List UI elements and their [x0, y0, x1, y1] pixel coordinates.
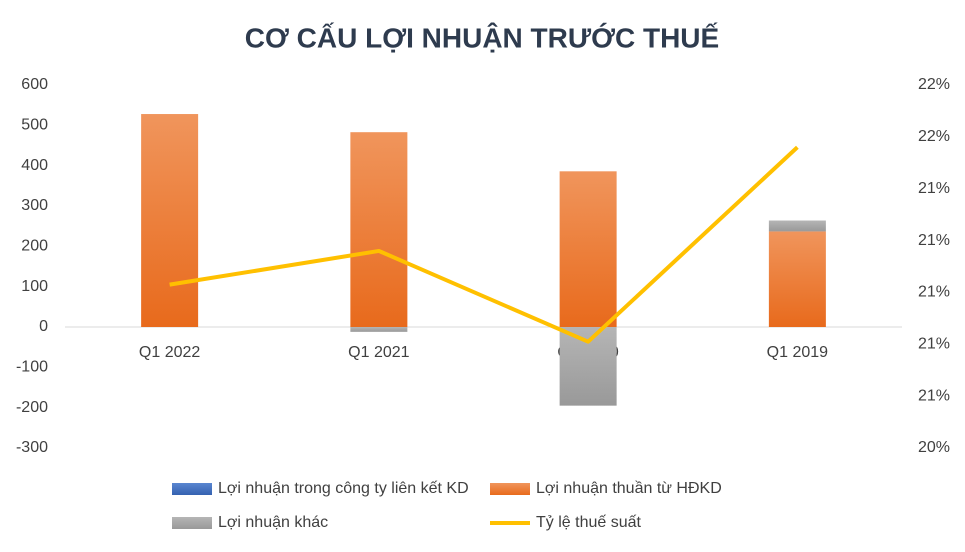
legend-label: Lợi nhuận khác [218, 514, 328, 531]
line-series [169, 145, 799, 344]
y2-tick-label: 21% [918, 387, 950, 404]
bar [559, 171, 617, 327]
y2-tick-label: 21% [918, 180, 950, 197]
legend-label: Lợi nhuận thuần từ HĐKD [536, 480, 722, 497]
y-tick-label: 300 [21, 197, 48, 214]
bar [141, 114, 199, 327]
bar [350, 327, 408, 332]
y-tick-label: 200 [21, 238, 48, 255]
y-tick-label: -200 [16, 399, 48, 416]
legend-label: Lợi nhuận trong công ty liên kết KD [218, 480, 469, 497]
y-tick-label: 400 [21, 157, 48, 174]
legend-swatch [172, 483, 212, 495]
bar [350, 132, 408, 327]
y-tick-label: 0 [39, 318, 48, 335]
legend-label: Tỷ lệ thuế suất [536, 514, 642, 531]
chart-title: CƠ CẤU LỢI NHUẬN TRƯỚC THUẾ [245, 22, 719, 53]
x-tick-label: Q1 2021 [348, 344, 409, 361]
y2-tick-label: 21% [918, 284, 950, 301]
y2-tick-label: 22% [918, 128, 950, 145]
y-tick-label: -100 [16, 359, 48, 376]
legend-swatch [172, 517, 212, 529]
bar [559, 327, 617, 406]
y-tick-label: 500 [21, 117, 48, 134]
y-tick-label: -300 [16, 439, 48, 456]
bar [768, 231, 826, 327]
bar [768, 220, 826, 232]
y2-tick-label: 21% [918, 232, 950, 249]
y-tick-label: 600 [21, 76, 48, 93]
x-tick-label: Q1 2019 [767, 344, 828, 361]
y2-tick-label: 21% [918, 336, 950, 353]
x-tick-label: Q1 2022 [139, 344, 200, 361]
y2-tick-label: 20% [918, 439, 950, 456]
y-tick-label: 100 [21, 278, 48, 295]
legend-swatch [490, 483, 530, 495]
y2-tick-label: 22% [918, 76, 950, 93]
